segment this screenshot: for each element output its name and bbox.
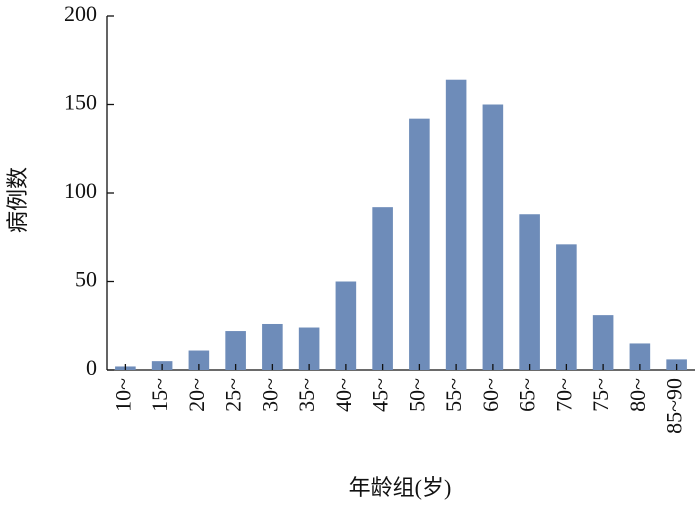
- x-tick-label: 30~: [257, 378, 282, 412]
- bar: [629, 343, 651, 370]
- bar: [556, 244, 577, 370]
- x-tick-label: 15~: [147, 378, 172, 412]
- bar: [445, 79, 467, 370]
- x-tick-label: 80~: [625, 378, 650, 412]
- x-tick-label: 20~: [184, 378, 209, 412]
- x-tick-label: 70~: [551, 378, 576, 412]
- bar: [188, 350, 210, 370]
- bar: [482, 104, 504, 370]
- x-tick-label: 50~: [404, 378, 429, 412]
- x-tick-label: 25~: [221, 378, 246, 412]
- bar: [298, 327, 320, 370]
- bar: [519, 214, 540, 370]
- x-tick-label: 55~: [441, 378, 466, 412]
- x-tick-label: 35~: [294, 378, 319, 412]
- bar: [335, 281, 357, 370]
- y-tick-label: 100: [64, 178, 97, 203]
- bar: [225, 331, 246, 370]
- bar: [372, 207, 393, 370]
- bar: [592, 315, 614, 370]
- y-axis-label: 病例数: [5, 167, 30, 233]
- x-axis-label: 年龄组(岁): [349, 475, 452, 500]
- x-tick-label: 45~: [368, 378, 393, 412]
- x-tick-label: 75~: [588, 378, 613, 412]
- x-tick-label: 85~90: [662, 378, 687, 434]
- y-tick-label: 0: [86, 355, 97, 380]
- bar: [409, 118, 430, 370]
- y-tick-label: 200: [64, 1, 97, 26]
- bar: [262, 323, 283, 370]
- x-tick-label: 65~: [515, 378, 540, 412]
- y-tick-label: 150: [64, 90, 97, 115]
- x-tick-label: 40~: [331, 378, 356, 412]
- x-tick-label: 60~: [478, 378, 503, 412]
- y-tick-label: 50: [75, 267, 97, 292]
- x-tick-label: 10~: [110, 378, 135, 412]
